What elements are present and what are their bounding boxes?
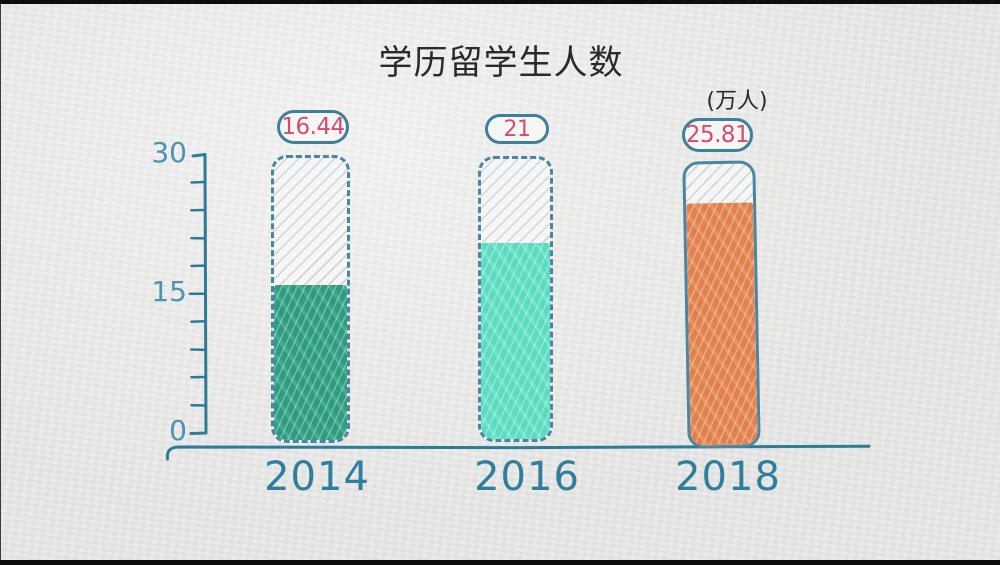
letterbox-bottom-bar: [0, 560, 1000, 565]
bar-fill-2016: [481, 243, 550, 439]
value-label-2018: 25.81: [685, 122, 750, 148]
bar-fill-2018: [686, 202, 758, 446]
chart-canvas: 学历留学生人数 (万人) 30 15 0: [0, 4, 1000, 560]
bar-tube-2016: [478, 156, 553, 442]
y-tick-label-30: 30: [151, 136, 187, 169]
x-category-label-2014: 2014: [264, 454, 370, 500]
chart-title: 学历留学生人数: [378, 43, 624, 83]
value-label-2014: 16.44: [281, 114, 345, 140]
y-tick-label-0: 0: [169, 414, 187, 447]
y-axis-line: [189, 153, 208, 435]
bar-tube-2018: [682, 160, 761, 449]
x-category-label-2016: 2016: [474, 454, 580, 500]
y-tick-label-15: 15: [151, 275, 187, 308]
value-badge-2018: 25.81: [682, 118, 753, 152]
bar-fill-2014: [274, 285, 347, 440]
value-badge-2016: 21: [485, 114, 549, 144]
value-badge-2014: 16.44: [277, 110, 349, 144]
unit-label: (万人): [706, 89, 768, 114]
value-label-2016: 21: [503, 116, 532, 142]
bar-tube-2014: [271, 155, 350, 443]
x-category-label-2018: 2018: [675, 454, 781, 500]
letterbox-top-bar: [0, 0, 1000, 4]
y-axis-tick: [190, 180, 207, 184]
